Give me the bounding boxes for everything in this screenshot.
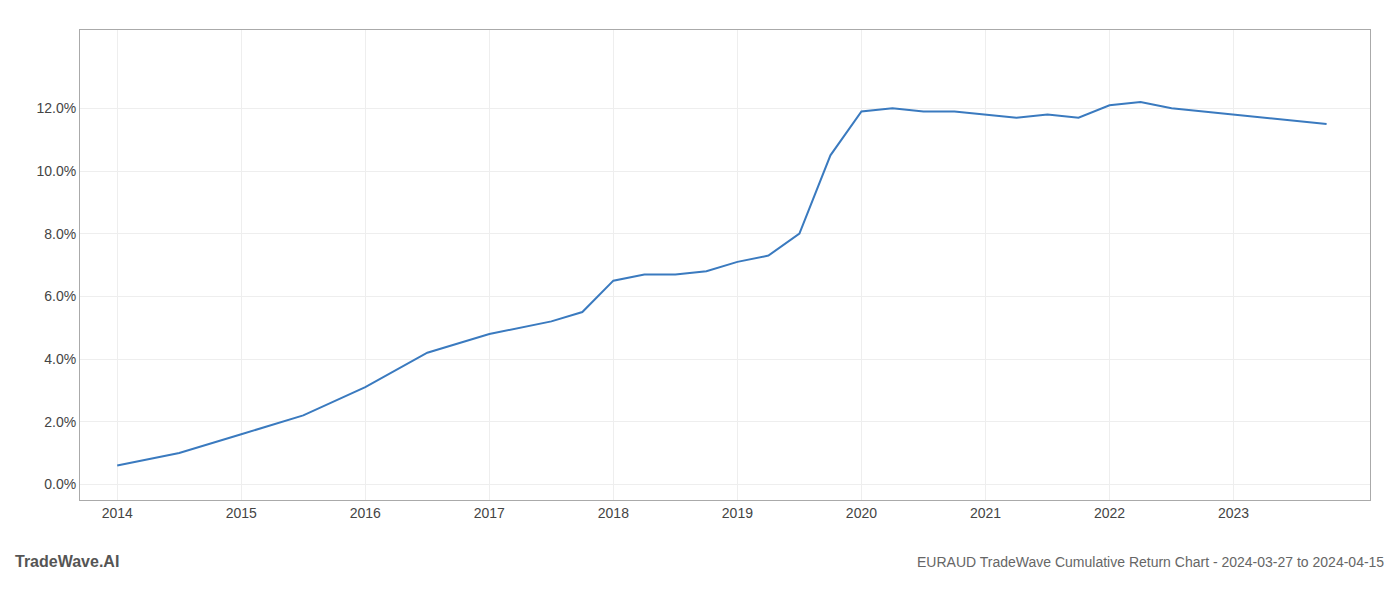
svg-text:0.0%: 0.0%	[44, 476, 76, 492]
svg-text:12.0%: 12.0%	[36, 100, 76, 116]
svg-text:8.0%: 8.0%	[44, 226, 76, 242]
svg-text:2021: 2021	[970, 505, 1001, 521]
svg-text:TradeWave.AI: TradeWave.AI	[15, 553, 119, 570]
svg-text:2016: 2016	[350, 505, 381, 521]
svg-text:2023: 2023	[1218, 505, 1249, 521]
svg-text:2015: 2015	[226, 505, 257, 521]
svg-text:10.0%: 10.0%	[36, 163, 76, 179]
svg-text:2019: 2019	[722, 505, 753, 521]
svg-text:6.0%: 6.0%	[44, 288, 76, 304]
svg-text:2.0%: 2.0%	[44, 414, 76, 430]
svg-text:2014: 2014	[102, 505, 133, 521]
svg-text:EURAUD TradeWave Cumulative Re: EURAUD TradeWave Cumulative Return Chart…	[917, 554, 1384, 570]
svg-text:2018: 2018	[598, 505, 629, 521]
svg-text:2020: 2020	[846, 505, 877, 521]
svg-text:2022: 2022	[1094, 505, 1125, 521]
svg-text:4.0%: 4.0%	[44, 351, 76, 367]
svg-text:2017: 2017	[474, 505, 505, 521]
